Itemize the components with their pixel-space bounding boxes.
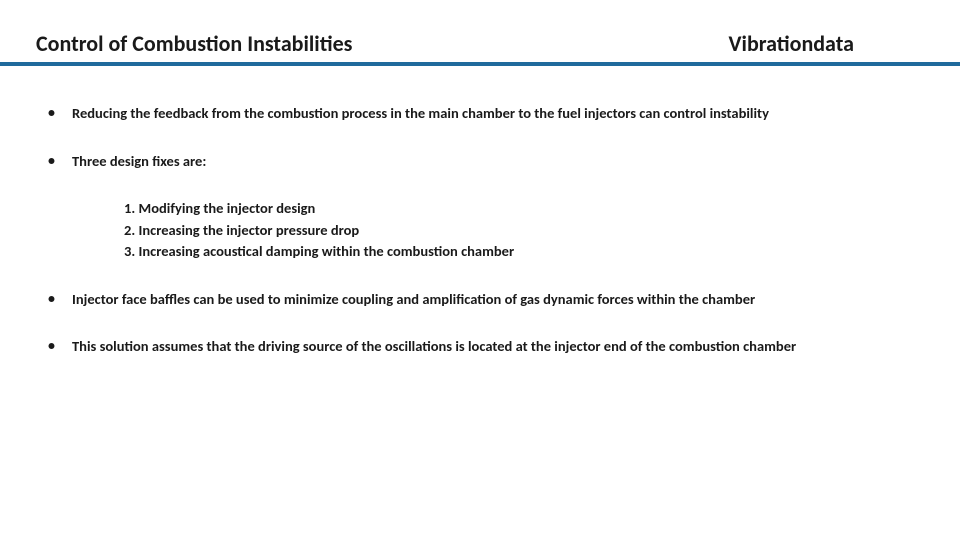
slide-body: Reducing the feedback from the combustio… bbox=[44, 104, 916, 385]
bullet-text: Reducing the feedback from the combustio… bbox=[72, 104, 769, 122]
title-underline bbox=[0, 62, 960, 66]
list-item: This solution assumes that the driving s… bbox=[44, 337, 916, 357]
sublist-item: Increasing the injector pressure drop bbox=[124, 221, 916, 241]
sublist-item: Modifying the injector design bbox=[124, 199, 916, 219]
numbered-sublist: Modifying the injector design Increasing… bbox=[124, 199, 916, 262]
slide-title: Control of Combustion Instabilities bbox=[36, 30, 352, 57]
list-item: Reducing the feedback from the combustio… bbox=[44, 104, 916, 124]
bullet-text: Injector face baffles can be used to min… bbox=[72, 290, 755, 308]
sublist-item: Increasing acoustical damping within the… bbox=[124, 242, 916, 262]
bullet-text: Three design fixes are: bbox=[72, 152, 206, 170]
bullet-list: Reducing the feedback from the combustio… bbox=[44, 104, 916, 357]
list-item: Three design fixes are: Modifying the in… bbox=[44, 152, 916, 262]
list-item: Injector face baffles can be used to min… bbox=[44, 290, 916, 310]
brand-label: Vibrationdata bbox=[729, 30, 854, 57]
bullet-text: This solution assumes that the driving s… bbox=[72, 337, 796, 355]
slide-header: Control of Combustion Instabilities Vibr… bbox=[0, 0, 960, 68]
slide: Control of Combustion Instabilities Vibr… bbox=[0, 0, 960, 540]
